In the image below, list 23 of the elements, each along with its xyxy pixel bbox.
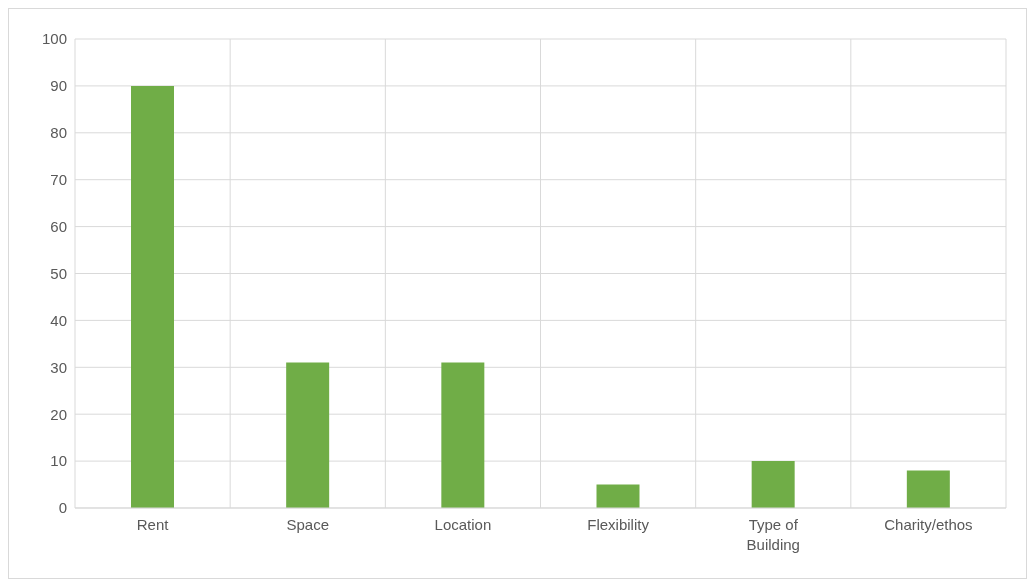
y-tick-label: 20: [50, 405, 67, 423]
x-tick-label: Rent: [136, 516, 170, 533]
y-tick-label: 70: [50, 171, 67, 189]
x-tick-label: Type of Building: [746, 516, 800, 553]
x-tick-label: Location: [434, 516, 492, 533]
x-tick-label: Flexibility: [587, 516, 650, 533]
x-tick-label: Charity/ethos: [884, 516, 973, 533]
bar: [906, 470, 950, 508]
y-tick-label: 10: [50, 452, 67, 470]
y-tick-label: 90: [50, 77, 67, 95]
y-tick-label: 0: [58, 499, 67, 517]
bar: [596, 484, 640, 508]
y-tick-label: 50: [50, 264, 67, 282]
y-tick-label: 30: [50, 358, 67, 376]
y-tick-label: 80: [50, 124, 67, 142]
bar: [441, 362, 485, 508]
y-tick-label: 40: [50, 311, 67, 329]
y-tick-label: 60: [50, 217, 67, 235]
y-tick-label: 100: [41, 30, 67, 48]
bar: [131, 85, 174, 508]
x-tick-label: Space: [286, 516, 330, 533]
bar: [751, 461, 795, 508]
bar: [286, 362, 330, 508]
